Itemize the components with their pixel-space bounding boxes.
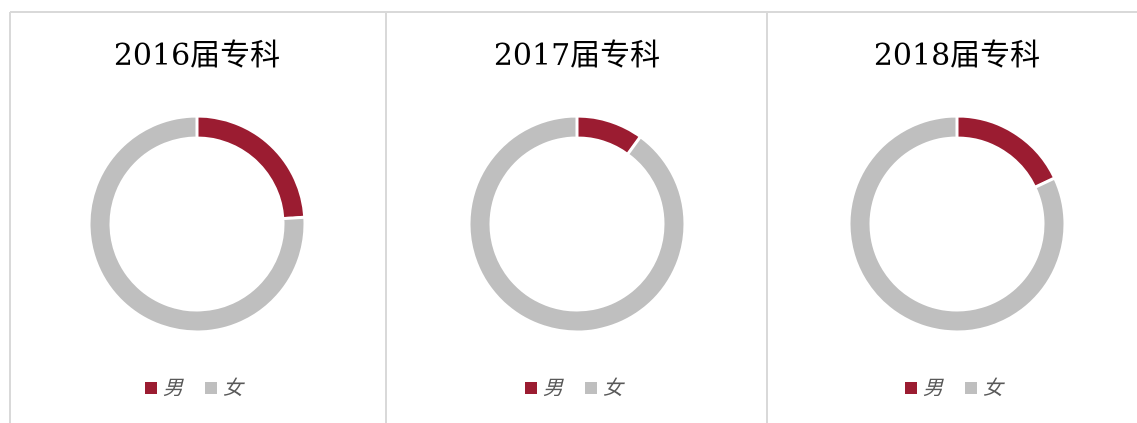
- legend-label: 女: [223, 376, 245, 400]
- legend-label: 男: [163, 376, 184, 400]
- legend-swatch: [965, 382, 977, 394]
- legend-swatch: [525, 382, 537, 394]
- legend-swatch: [905, 382, 917, 394]
- chart-title: 2018届专科: [874, 38, 1040, 73]
- chart-title: 2016届专科: [114, 38, 280, 73]
- legend-swatch: [585, 382, 597, 394]
- legend-label: 男: [923, 376, 944, 400]
- donut-segment: [847, 114, 1067, 334]
- legend-swatch: [145, 382, 157, 394]
- legend-label: 女: [603, 376, 625, 400]
- donut-segment: [467, 114, 687, 334]
- chart-title: 2017届专科: [494, 38, 660, 73]
- legend-swatch: [205, 382, 217, 394]
- legend-label: 男: [543, 376, 564, 400]
- donut-segment: [87, 114, 307, 334]
- legend-label: 女: [983, 376, 1005, 400]
